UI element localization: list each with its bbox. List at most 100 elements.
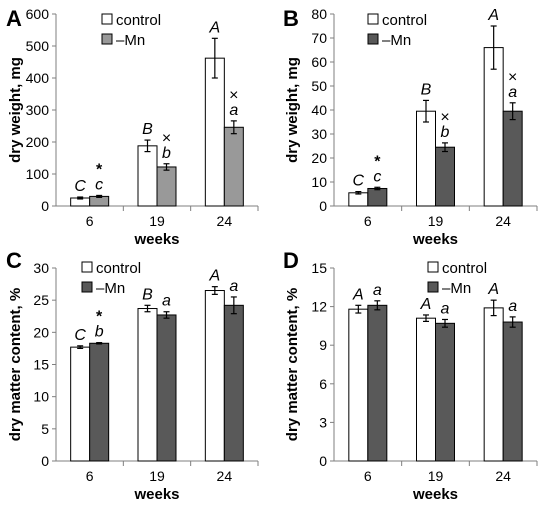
y-tick-label: 0 xyxy=(41,453,49,469)
y-tick-label: 80 xyxy=(311,6,327,22)
bar-mn-6 xyxy=(367,304,388,462)
bar-control-6 xyxy=(70,346,91,462)
y-tick-label: 12 xyxy=(311,299,327,315)
legend-swatch-mn xyxy=(101,33,113,45)
y-tick-label: 200 xyxy=(26,134,50,150)
significance-letter: A xyxy=(352,286,364,303)
legend-label-control: control xyxy=(442,260,487,277)
legend-swatch-control xyxy=(101,13,113,25)
x-tick-label: 6 xyxy=(364,213,372,229)
x-tick-label: 19 xyxy=(149,468,165,484)
bar-mn-19 xyxy=(156,166,177,207)
legend-label-mn: –Mn xyxy=(442,280,471,297)
y-tick-label: 20 xyxy=(33,324,49,340)
y-tick-label: 400 xyxy=(26,70,50,86)
significance-letter: C xyxy=(74,327,86,344)
bar-control-24 xyxy=(483,307,504,462)
y-tick-label: 50 xyxy=(311,78,327,94)
bar-control-24 xyxy=(483,47,504,207)
bar-mn-19 xyxy=(435,146,455,207)
panel-b: B 0 10 20 30 40 50 60 70 80 dry weight, mg 6 C c* 19 Bb… xyxy=(283,6,538,248)
x-tick-label: 19 xyxy=(428,468,444,484)
bar-control-24 xyxy=(204,57,225,207)
x-tick-label: 6 xyxy=(86,213,94,229)
y-tick-label: 30 xyxy=(311,126,327,142)
bar-mn-24 xyxy=(223,304,244,462)
panel-label: A xyxy=(6,6,22,31)
bar-control-19 xyxy=(137,308,158,462)
y-tick-label: 5 xyxy=(41,421,49,437)
y-tick-label: 0 xyxy=(319,198,327,214)
significance-letter: A xyxy=(487,7,499,24)
significance-mark: × xyxy=(508,69,517,86)
legend-label-control: control xyxy=(382,12,427,29)
significance-letter: A xyxy=(208,19,220,36)
legend-swatch-control xyxy=(427,261,439,273)
significance-letter: a xyxy=(508,298,517,315)
legend-swatch-control xyxy=(81,261,93,273)
panel-c: C 0 5 10 15 20 25 30 dry matter content, % 6 C b* 19… xyxy=(6,248,259,503)
legend-swatch-mn xyxy=(81,281,93,293)
y-axis-title: dry weight, mg xyxy=(284,57,301,163)
y-tick-label: 10 xyxy=(33,389,49,405)
legend-label-mn: –Mn xyxy=(116,32,145,49)
y-tick-label: 9 xyxy=(319,337,327,353)
legend-swatch-mn xyxy=(367,33,379,45)
x-tick-label: 24 xyxy=(495,213,511,229)
significance-mark: × xyxy=(229,87,238,104)
y-tick-label: 15 xyxy=(33,357,49,373)
bar-control-19 xyxy=(416,110,436,207)
y-axis-title: dry matter content, % xyxy=(7,288,24,441)
panel-label: D xyxy=(283,248,299,273)
significance-mark: × xyxy=(440,109,449,126)
bar-mn-19 xyxy=(156,314,177,462)
significance-mark: * xyxy=(96,161,103,178)
y-tick-label: 300 xyxy=(26,102,50,118)
bar-mn-6 xyxy=(89,342,110,462)
x-tick-label: 24 xyxy=(217,213,233,229)
x-tick-label: 19 xyxy=(149,213,165,229)
y-tick-label: 3 xyxy=(319,414,327,430)
significance-letter: a xyxy=(441,300,450,317)
significance-letter: a xyxy=(229,278,238,295)
significance-letter: A xyxy=(487,281,499,298)
y-tick-label: 30 xyxy=(33,260,49,276)
panel-d: D 0 3 6 9 12 15 dry matter content, % 6 A a 19 A a 24 A… xyxy=(283,248,538,503)
bar-mn-6 xyxy=(367,187,388,207)
y-axis-title: dry weight, mg xyxy=(7,57,24,163)
y-tick-label: 10 xyxy=(311,174,327,190)
significance-letter: b xyxy=(95,324,104,341)
y-axis-title: dry matter content, % xyxy=(284,288,301,441)
y-tick-label: 6 xyxy=(319,376,327,392)
y-tick-label: 0 xyxy=(41,198,49,214)
significance-letter: C xyxy=(74,178,86,195)
y-tick-label: 60 xyxy=(311,54,327,70)
significance-letter: c xyxy=(95,176,103,193)
y-tick-label: 70 xyxy=(311,30,327,46)
significance-letter: a xyxy=(229,102,238,119)
significance-letter: A xyxy=(420,296,432,313)
bar-mn-24 xyxy=(502,321,523,462)
bar-mn-19 xyxy=(435,322,455,462)
bar-control-24 xyxy=(204,290,225,462)
significance-mark: * xyxy=(374,153,381,170)
y-tick-label: 600 xyxy=(26,6,50,22)
legend-label-control: control xyxy=(96,260,141,277)
significance-mark: × xyxy=(162,130,171,147)
significance-mark: * xyxy=(96,309,103,326)
bar-control-6 xyxy=(348,308,369,462)
panel-a: A 0 100 200 300 400 500 600 dry weight, mg 6 C c* 19… xyxy=(6,6,259,248)
panel-label: C xyxy=(6,248,22,273)
x-axis-title: weeks xyxy=(412,486,458,503)
significance-letter: a xyxy=(508,84,517,101)
x-tick-label: 24 xyxy=(217,468,233,484)
y-tick-label: 15 xyxy=(311,260,327,276)
bar-mn-24 xyxy=(223,126,244,207)
legend-label-mn: –Mn xyxy=(96,280,125,297)
x-tick-label: 6 xyxy=(86,468,94,484)
significance-letter: B xyxy=(142,286,153,303)
y-tick-label: 500 xyxy=(26,38,50,54)
panel-label: B xyxy=(283,6,299,31)
bar-control-6 xyxy=(348,192,369,207)
